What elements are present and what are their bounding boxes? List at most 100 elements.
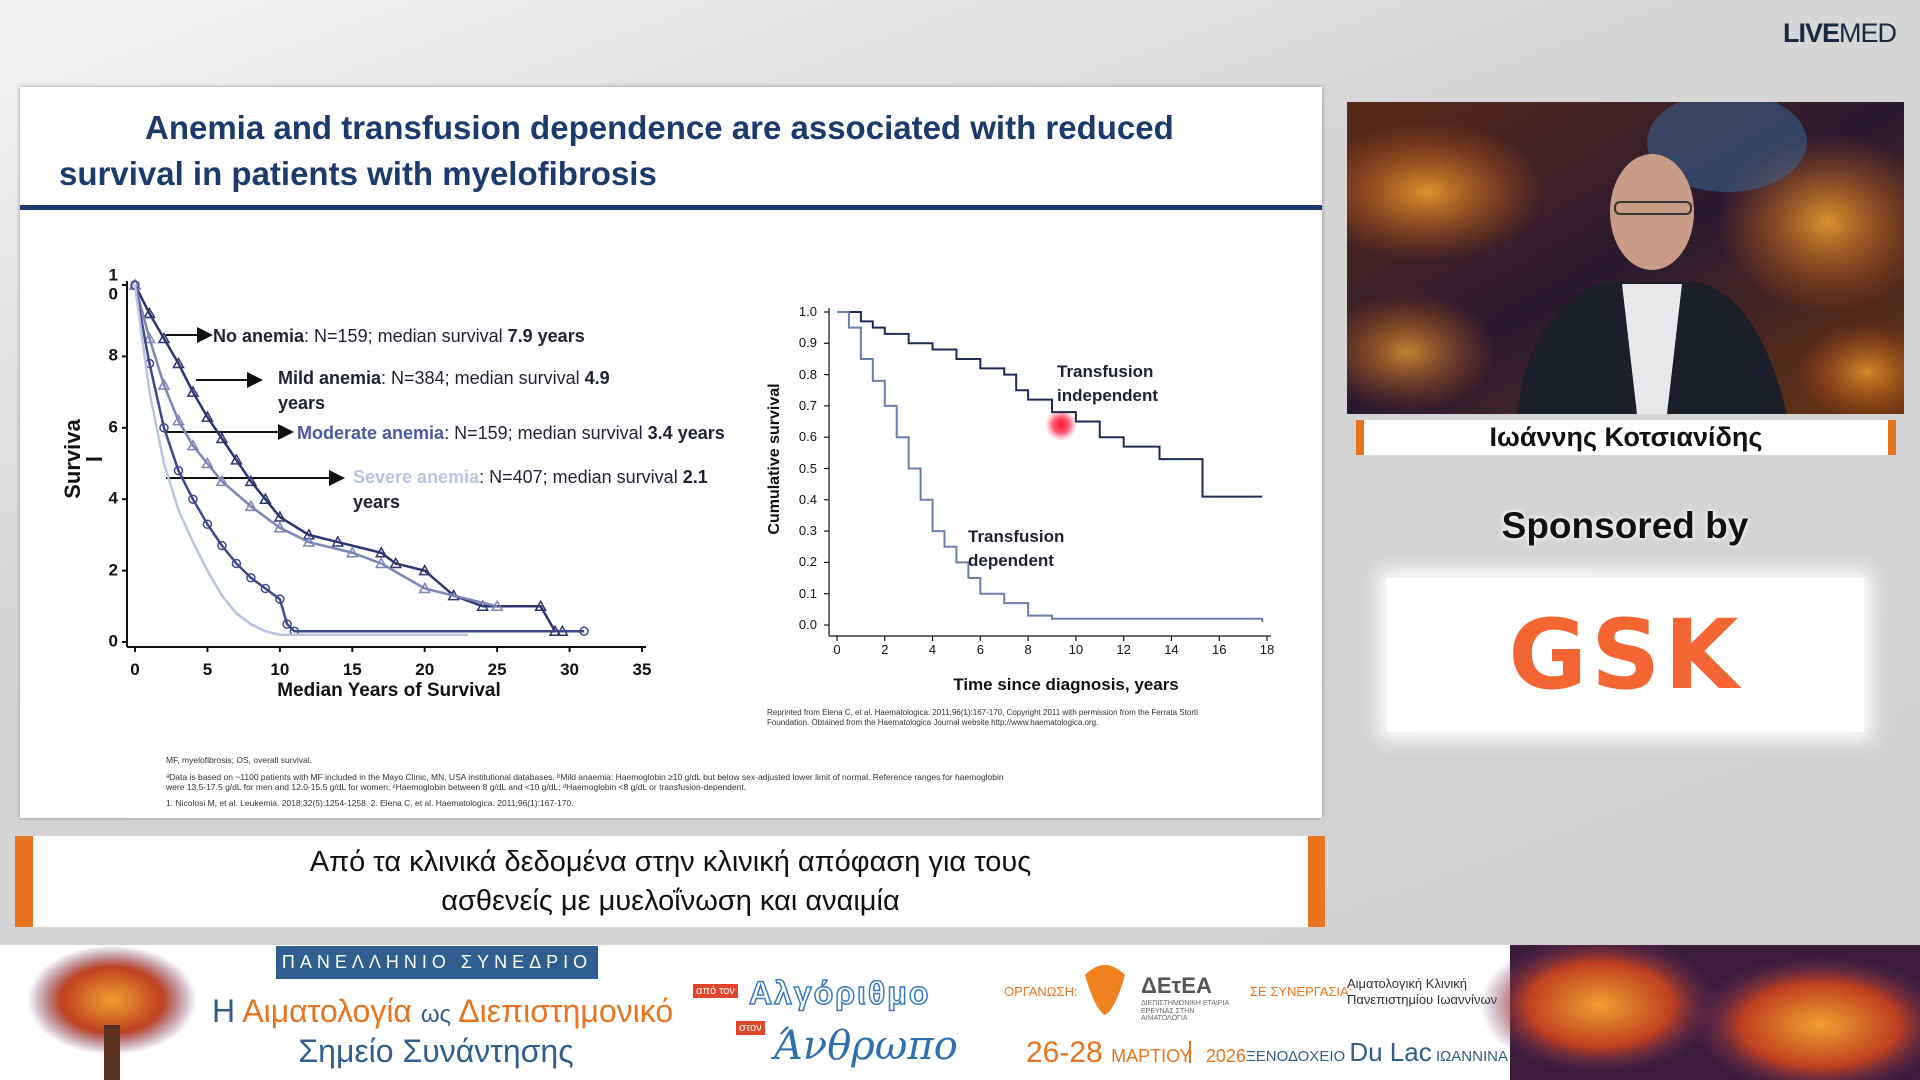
dates-month: ΜΑΡΤΙΟΥ xyxy=(1111,1046,1192,1066)
reference: Reprinted from Elena C, et al. Haematolo… xyxy=(767,708,1199,727)
marker xyxy=(246,572,256,583)
x-axis-label: Median Years of Survival xyxy=(277,680,501,701)
marker xyxy=(331,535,345,547)
marker xyxy=(186,439,200,451)
y-tick-label: 0.1 xyxy=(798,585,817,601)
annotation-text: : N=384; median survival xyxy=(381,368,585,388)
annotation-label: Mild anemia xyxy=(278,368,382,388)
marker xyxy=(259,492,272,504)
banner: ΠΑΝΕΛΛΗΝΙΟ ΣΥΝΕΔΡΙΟ Η Αιματολογία ως Διε… xyxy=(0,945,1920,1080)
marker xyxy=(157,332,171,344)
x-tick-label: 14 xyxy=(1164,642,1179,657)
x-tick-label: 0 xyxy=(833,642,841,657)
y-tick-label: 2 xyxy=(108,560,118,580)
y-axis-label: Cumulative survival xyxy=(766,383,783,535)
tag: στον xyxy=(736,1021,765,1035)
organizer-full: ΔΙΕΠΙΣΤΗΜΟΝΙΚΗ ΕΤΑΙΡΙΑ ΕΡΕΥΝΑΣ ΣΤΗΝ ΑΙΜΑ… xyxy=(1141,1000,1229,1023)
annotation: Transfusion independent xyxy=(1057,362,1159,405)
y-tick-label: 0.8 xyxy=(798,366,817,382)
y-axis-label: Surviva l xyxy=(60,419,107,499)
tag: από τον xyxy=(693,984,738,998)
marker xyxy=(273,510,287,522)
marker xyxy=(244,474,258,487)
y-tick-label: 0.2 xyxy=(798,554,817,570)
footnote: ᵃData is based on ~1100 patients with MF… xyxy=(166,771,1004,793)
y-tick-label: 1 0 xyxy=(108,265,118,303)
brand-live: LIVE xyxy=(1782,18,1840,48)
x-tick-label: 25 xyxy=(487,660,507,679)
marker xyxy=(202,519,213,529)
annotation: No anemia: N=159; median survival 7.9 ye… xyxy=(213,324,633,349)
x-tick-label: 16 xyxy=(1211,642,1227,657)
banner-art xyxy=(27,945,1920,1080)
y-tick-label: 0.3 xyxy=(798,522,817,538)
title-word: ως xyxy=(420,1001,452,1028)
y-tick-label: 0 xyxy=(108,631,118,651)
venue: ΞΕΝΟΔΟΧΕΙΟ Du Lac ΙΩΑΝΝΙΝΑ xyxy=(1246,1037,1508,1068)
y-tick-label: 4 xyxy=(108,488,118,508)
marker xyxy=(172,356,185,369)
x-tick-label: 10 xyxy=(1068,642,1084,657)
x-tick-label: 5 xyxy=(202,660,213,679)
algorithm: Αλγόριθμο xyxy=(748,974,931,1012)
y-tick-label: 0.4 xyxy=(798,491,817,507)
x-tick-label: 12 xyxy=(1116,642,1131,657)
marker xyxy=(186,385,200,397)
slide-title: Anemia and transfusion dependence are as… xyxy=(145,109,1174,146)
charts xyxy=(122,278,1271,652)
y-tick-label: 0.9 xyxy=(798,335,817,351)
x-tick-label: 15 xyxy=(342,660,362,679)
marker xyxy=(173,465,184,476)
annotation-label: Severe anemia xyxy=(353,467,480,487)
marker xyxy=(143,307,156,319)
marker xyxy=(157,378,171,390)
marker xyxy=(230,453,243,465)
marker xyxy=(374,546,388,558)
slide-title: survival in patients with myelofibrosis xyxy=(59,155,657,192)
x-tick-label: 8 xyxy=(1024,642,1032,657)
venue-hotel: Du Lac xyxy=(1349,1037,1432,1067)
title-word: Η xyxy=(212,993,236,1029)
brand-med: MED xyxy=(1839,18,1897,48)
marker xyxy=(143,332,156,344)
dates: 26-28 ΜΑΡΤΙΟΥ 2026 xyxy=(1026,1036,1246,1070)
organizer-label: ΟΡΓΑΝΩΣΗ: xyxy=(1004,984,1078,999)
sponsor-heading: Sponsored by xyxy=(1501,505,1749,546)
y-tick-label: 1.0 xyxy=(798,303,817,319)
congress-label: ΠΑΝΕΛΛΗΝΙΟ ΣΥΝΕΔΡΙΟ xyxy=(276,946,598,979)
survival-curve xyxy=(133,284,469,637)
marker xyxy=(346,546,359,558)
annotation-label: Moderate anemia xyxy=(297,423,445,443)
marker xyxy=(282,619,292,629)
footnote: 1. Nicolosi M, et al. Leukemia. 2018;32(… xyxy=(166,797,574,808)
banner-title: Η Αιματολογία ως Διεπιστημονικό xyxy=(212,993,673,1030)
marker xyxy=(215,431,229,444)
x-tick-label: 18 xyxy=(1259,642,1275,657)
y-tick-label: 0.7 xyxy=(798,397,817,413)
marker xyxy=(201,410,214,422)
y-tick-label: 0.6 xyxy=(798,429,817,445)
marker xyxy=(389,556,403,569)
x-tick-label: 2 xyxy=(881,642,889,657)
partner: Αιματολογική Κλινική Πανεπιστημίου Ιωανν… xyxy=(1347,976,1498,1007)
annotation: Severe anemia: N=407; median survival 2.… xyxy=(353,465,717,515)
marker xyxy=(231,558,242,569)
annotation: Moderate anemia: N=159; median survival … xyxy=(297,421,737,446)
title-word: Διεπιστημονικό xyxy=(458,993,674,1029)
marker xyxy=(418,581,431,594)
annotation-value: 3.4 years xyxy=(647,423,725,443)
organizer: ΔΕτΕΑ xyxy=(1141,973,1212,998)
x-axis-label: Time since diagnosis, years xyxy=(953,675,1179,694)
annotation-label: No anemia xyxy=(213,326,305,346)
x-tick-label: 6 xyxy=(976,642,984,657)
laser-pointer xyxy=(1045,409,1077,441)
marker xyxy=(374,556,388,569)
human: Άνθρωπο xyxy=(774,1023,958,1069)
venue-city: ΙΩΑΝΝΙΝΑ xyxy=(1435,1048,1508,1065)
marker xyxy=(273,521,287,533)
x-tick-label: 30 xyxy=(560,660,580,679)
footnote: MF, myelofibrosis; OS, overall survival. xyxy=(166,755,312,765)
partner-label: ΣΕ ΣΥΝΕΡΓΑΣΙΑ: xyxy=(1250,984,1353,999)
banner-title: Σημείο Συνάντησης xyxy=(298,1033,574,1069)
